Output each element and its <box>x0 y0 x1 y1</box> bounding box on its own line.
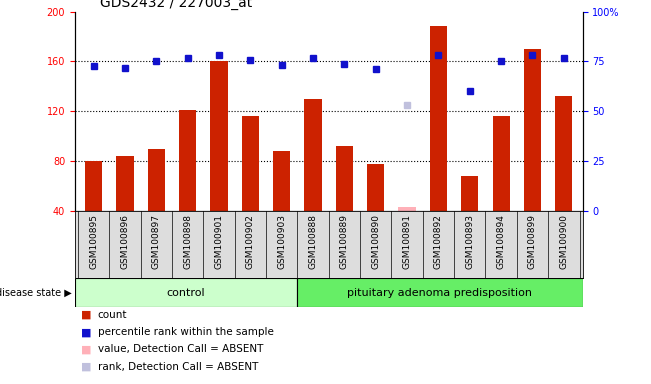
Text: GSM100896: GSM100896 <box>120 214 130 269</box>
Bar <box>430 26 447 261</box>
Text: GSM100892: GSM100892 <box>434 214 443 269</box>
Text: ■: ■ <box>81 310 92 320</box>
Bar <box>493 116 510 261</box>
Text: GDS2432 / 227003_at: GDS2432 / 227003_at <box>100 0 253 10</box>
Bar <box>242 116 259 261</box>
Bar <box>524 49 541 261</box>
Text: GSM100899: GSM100899 <box>528 214 537 269</box>
Text: count: count <box>98 310 127 320</box>
Text: value, Detection Call = ABSENT: value, Detection Call = ABSENT <box>98 344 263 354</box>
Bar <box>367 164 384 261</box>
Text: ■: ■ <box>81 344 92 354</box>
Text: GSM100889: GSM100889 <box>340 214 349 269</box>
Text: rank, Detection Call = ABSENT: rank, Detection Call = ABSENT <box>98 362 258 372</box>
Bar <box>336 146 353 261</box>
Bar <box>297 278 583 307</box>
Text: GSM100903: GSM100903 <box>277 214 286 269</box>
Text: GSM100902: GSM100902 <box>246 214 255 269</box>
Bar <box>117 156 133 261</box>
Bar <box>179 110 197 261</box>
Bar <box>148 149 165 261</box>
Text: GSM100894: GSM100894 <box>497 214 506 269</box>
Text: GSM100895: GSM100895 <box>89 214 98 269</box>
Bar <box>461 176 478 261</box>
Text: GSM100901: GSM100901 <box>215 214 223 269</box>
Bar <box>398 207 416 261</box>
Text: ■: ■ <box>81 327 92 337</box>
Text: disease state ▶: disease state ▶ <box>0 288 72 298</box>
Text: ■: ■ <box>81 362 92 372</box>
Text: GSM100888: GSM100888 <box>309 214 318 269</box>
Bar <box>305 99 322 261</box>
Bar <box>75 278 297 307</box>
Text: GSM100900: GSM100900 <box>559 214 568 269</box>
Bar <box>85 161 102 261</box>
Text: percentile rank within the sample: percentile rank within the sample <box>98 327 273 337</box>
Text: GSM100897: GSM100897 <box>152 214 161 269</box>
Text: GSM100893: GSM100893 <box>465 214 475 269</box>
Bar <box>555 96 572 261</box>
Text: pituitary adenoma predisposition: pituitary adenoma predisposition <box>348 288 533 298</box>
Text: GSM100891: GSM100891 <box>402 214 411 269</box>
Bar <box>210 61 228 261</box>
Text: control: control <box>167 288 205 298</box>
Text: GSM100898: GSM100898 <box>183 214 192 269</box>
Bar <box>273 151 290 261</box>
Text: GSM100890: GSM100890 <box>371 214 380 269</box>
